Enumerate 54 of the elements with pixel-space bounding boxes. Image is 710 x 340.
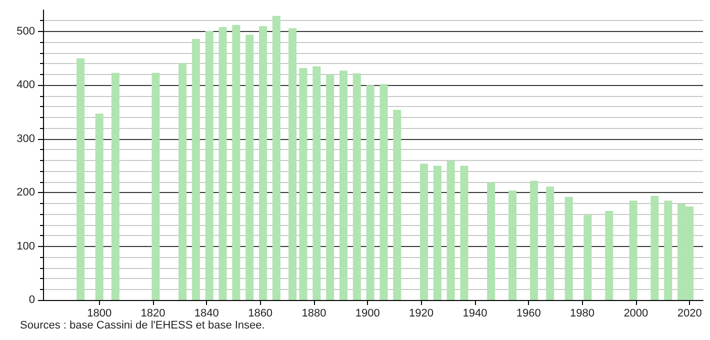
y-tick-label: 500 <box>16 25 35 38</box>
bar <box>246 34 254 300</box>
bar <box>546 186 554 300</box>
bar <box>629 200 638 300</box>
y-tick-label: 100 <box>16 240 35 252</box>
bar <box>352 73 361 300</box>
bar <box>76 58 85 300</box>
x-tick-label: 2000 <box>624 308 648 320</box>
x-tick-label: 2020 <box>677 308 702 320</box>
x-tick-label: 1920 <box>409 308 434 320</box>
bar <box>393 110 402 300</box>
y-tick-label: 400 <box>16 79 35 92</box>
bar <box>312 66 321 300</box>
bar <box>259 26 267 300</box>
bar <box>420 164 428 300</box>
bar <box>178 63 187 300</box>
bar <box>508 190 517 300</box>
x-tick-label: 1860 <box>248 308 273 320</box>
bar <box>380 84 388 300</box>
x-tick-label: 1880 <box>302 308 326 320</box>
bar <box>460 166 468 300</box>
bar <box>366 85 374 300</box>
bar <box>288 28 297 300</box>
bar <box>446 160 455 300</box>
x-tick-label: 1940 <box>462 308 488 320</box>
bar <box>487 182 496 300</box>
source-note: Sources : base Cassini de l'EHESS et base Insee. <box>20 320 265 332</box>
x-tick-label: 1980 <box>570 308 595 320</box>
bar <box>564 196 573 300</box>
bar <box>433 166 442 300</box>
bar <box>192 39 200 300</box>
bar <box>205 30 214 300</box>
y-tick-label: 300 <box>16 132 35 145</box>
bar <box>232 25 240 300</box>
bar <box>272 16 280 300</box>
bar <box>218 27 227 300</box>
bar <box>152 72 160 300</box>
bar <box>530 180 538 300</box>
bar <box>95 114 104 300</box>
y-tick-label: 200 <box>16 186 35 199</box>
x-tick-label: 1800 <box>87 308 112 320</box>
x-tick-label: 1960 <box>516 308 541 320</box>
x-tick-label: 1840 <box>194 308 219 320</box>
bar <box>664 200 672 300</box>
x-tick-label: 1820 <box>140 308 166 320</box>
bar <box>650 196 659 300</box>
bar <box>584 215 592 300</box>
bar <box>111 72 120 300</box>
bar <box>605 210 614 300</box>
x-tick-label: 1900 <box>355 308 380 320</box>
y-tick-label: 0 <box>28 294 35 306</box>
bar <box>299 68 308 300</box>
bar <box>326 74 334 300</box>
bar <box>339 70 348 300</box>
